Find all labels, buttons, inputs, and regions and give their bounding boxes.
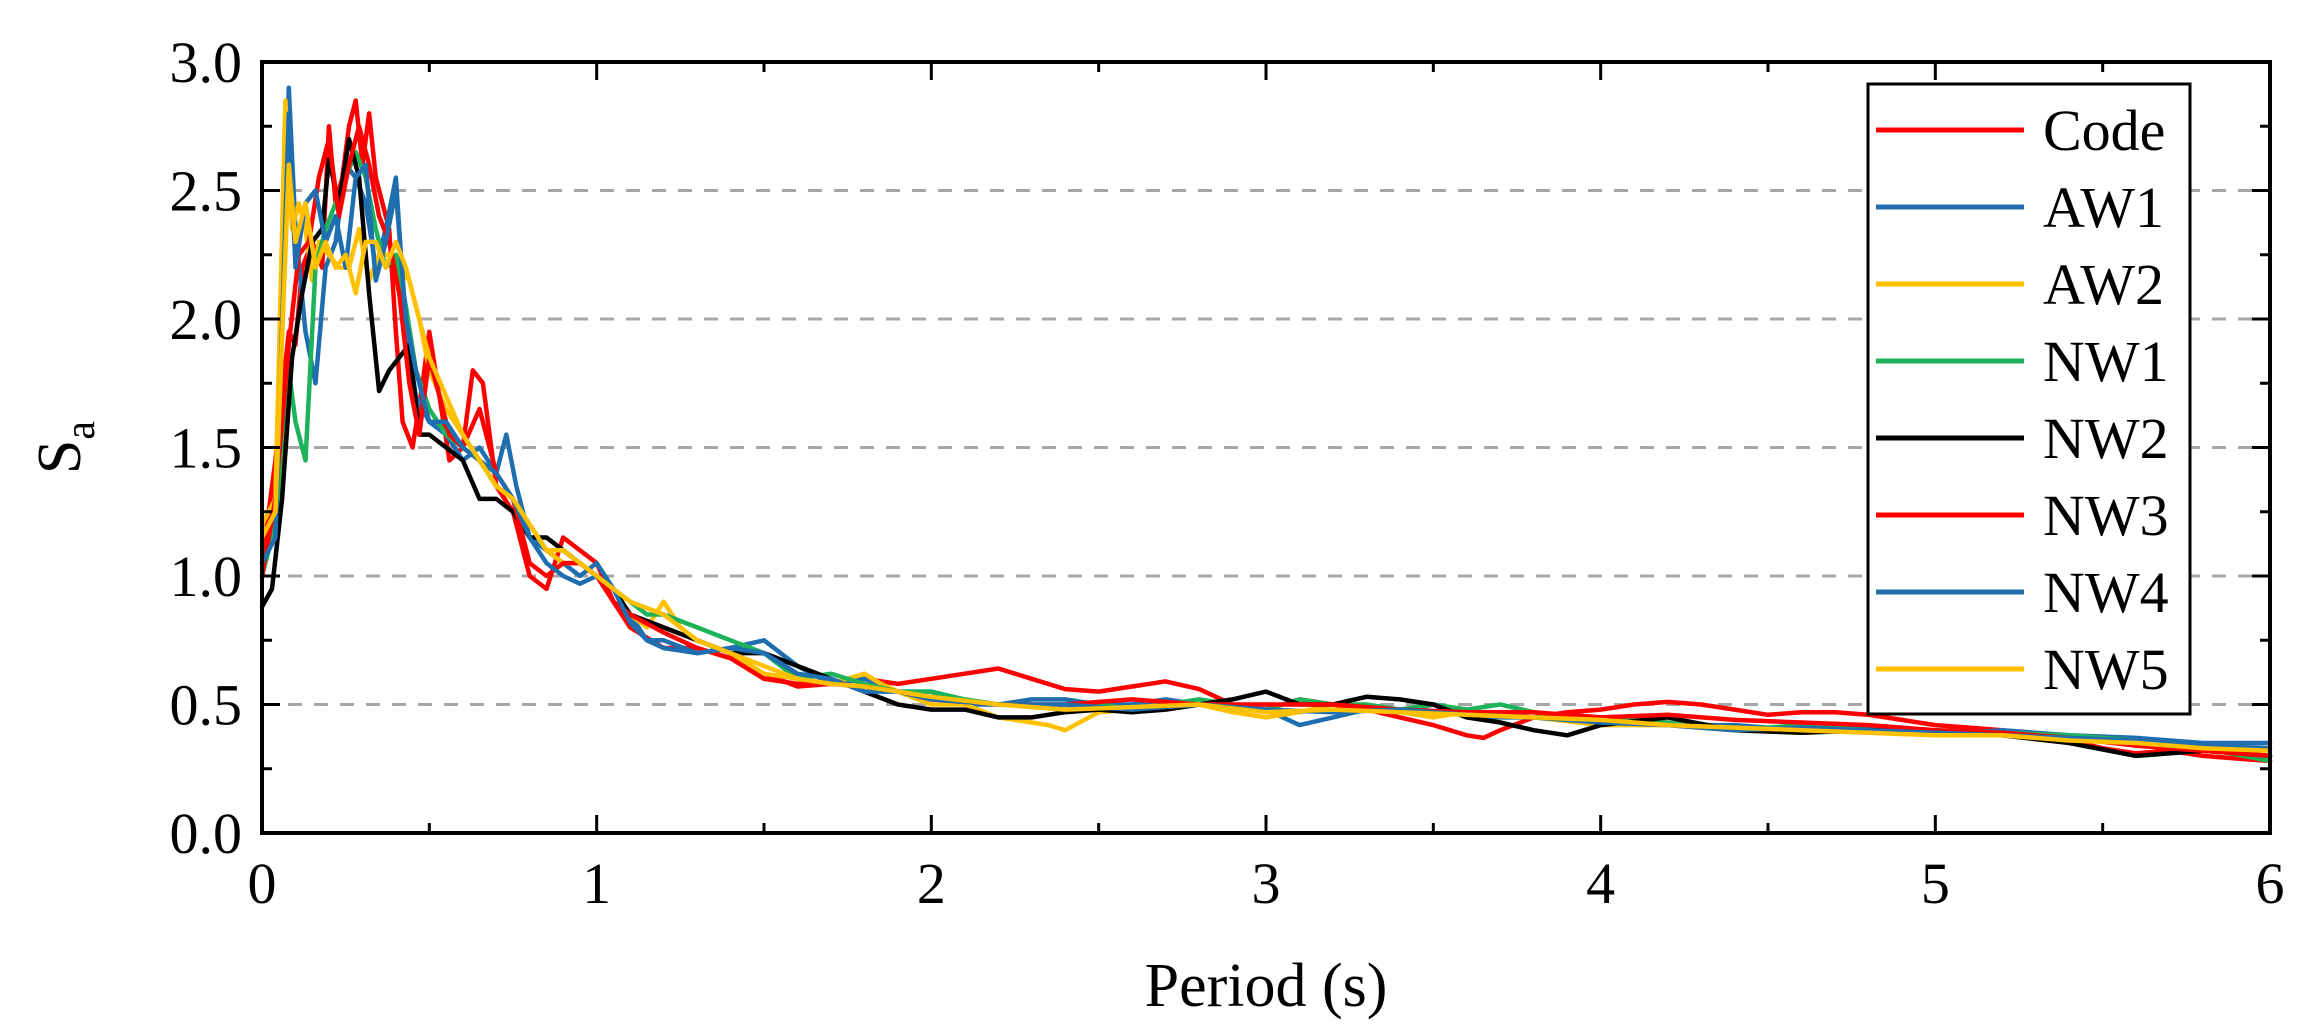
y-tick-label: 3.0 xyxy=(170,30,243,95)
x-tick-label: 6 xyxy=(2256,851,2285,916)
legend-label: AW1 xyxy=(2043,175,2164,240)
legend-label: NW3 xyxy=(2043,483,2169,548)
y-axis-title-main: S xyxy=(26,440,94,474)
y-tick-label: 0.0 xyxy=(170,801,243,866)
x-tick-label: 0 xyxy=(248,851,277,916)
series-line-nw2 xyxy=(259,136,2273,759)
legend-label: NW1 xyxy=(2043,329,2169,394)
y-tick-label: 1.5 xyxy=(170,416,243,481)
axis-ticks: 0 1 2 3 4 5 6 0.0 0.5 1.0 1.5 2.0 2.5 3.0 xyxy=(170,30,2285,916)
series-line-nw5 xyxy=(259,162,2273,754)
y-tick-label: 0.5 xyxy=(170,673,243,738)
y-tick-label: 2.0 xyxy=(170,287,243,352)
y-axis-title: Sa xyxy=(26,421,104,474)
x-tick-label: 5 xyxy=(1921,851,1950,916)
legend: Code AW1 AW2 NW1 NW2 NW3 NW4 NW5 xyxy=(1866,82,2192,716)
y-tick-label: 2.5 xyxy=(170,159,243,224)
legend-label: Code xyxy=(2043,98,2165,163)
x-axis-title: Period (s) xyxy=(1145,952,1388,1020)
legend-label: AW2 xyxy=(2043,252,2164,317)
x-tick-label: 3 xyxy=(1252,851,1281,916)
legend-label: NW2 xyxy=(2043,406,2169,471)
x-tick-label: 4 xyxy=(1586,851,1615,916)
legend-label: NW4 xyxy=(2043,560,2169,625)
y-tick-label: 1.0 xyxy=(170,544,243,609)
y-axis-title-subscript: a xyxy=(58,421,104,440)
series-lines xyxy=(259,85,2273,764)
series-line-nw3 xyxy=(259,124,2273,759)
x-tick-label: 2 xyxy=(917,851,946,916)
legend-label: NW5 xyxy=(2043,637,2169,702)
x-tick-label: 1 xyxy=(582,851,611,916)
svg-text:Sa: Sa xyxy=(26,421,104,474)
legend-box xyxy=(1866,82,2192,716)
